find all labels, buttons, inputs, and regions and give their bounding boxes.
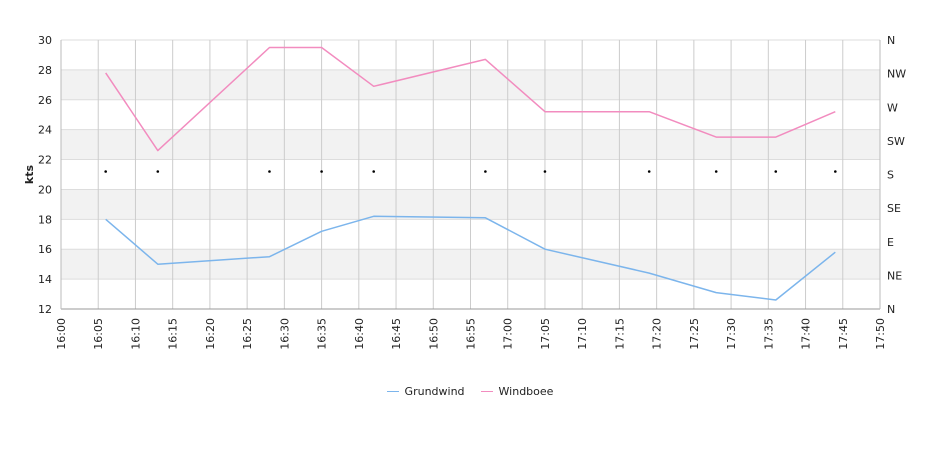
x-tick-label: 16:00 bbox=[55, 318, 68, 350]
x-tick-label: 16:50 bbox=[427, 318, 440, 350]
direction-tick-label: SW bbox=[887, 135, 905, 148]
x-tick-label: 17:15 bbox=[613, 318, 626, 350]
y-tick-label: 22 bbox=[38, 154, 52, 167]
direction-marker bbox=[104, 170, 107, 173]
x-tick-label: 16:45 bbox=[390, 318, 403, 350]
direction-marker bbox=[834, 170, 837, 173]
direction-marker bbox=[484, 170, 487, 173]
y-tick-label: 26 bbox=[38, 94, 52, 107]
x-tick-label: 17:20 bbox=[651, 318, 664, 350]
direction-marker bbox=[714, 170, 718, 173]
y-tick-label: 14 bbox=[38, 273, 52, 286]
legend-item-grundwind[interactable]: Grundwind bbox=[386, 385, 465, 398]
x-tick-label: 16:20 bbox=[204, 318, 217, 350]
y-tick-label: 30 bbox=[38, 34, 52, 47]
direction-tick-label: NE bbox=[887, 269, 902, 282]
direction-marker bbox=[647, 170, 651, 173]
x-tick-label: 17:30 bbox=[725, 318, 738, 350]
direction-tick-label: E bbox=[887, 236, 894, 249]
x-tick-label: 16:05 bbox=[92, 318, 105, 350]
legend-label-windboee: Windboee bbox=[498, 385, 554, 398]
y-tick-label: 28 bbox=[38, 64, 52, 77]
direction-marker bbox=[774, 170, 778, 173]
y-tick-label: 16 bbox=[38, 243, 52, 256]
y-tick-label: 20 bbox=[38, 183, 52, 196]
x-tick-label: 16:40 bbox=[353, 318, 366, 350]
x-tick-label: 16:25 bbox=[241, 318, 254, 350]
x-tick-label: 16:15 bbox=[167, 318, 180, 350]
x-tick-label: 17:10 bbox=[576, 318, 589, 350]
wind-chart-svg: 12 14 16 18 20 22 24 26 28 30 N NW W SW S SE E NE N 16:00 16… bbox=[23, 34, 906, 350]
direction-marker bbox=[372, 170, 376, 173]
y-axis-title: kts bbox=[23, 164, 36, 184]
y-tick-label: 12 bbox=[38, 303, 52, 316]
direction-tick-label: N bbox=[887, 303, 895, 316]
x-tick-label: 17:50 bbox=[874, 318, 887, 350]
direction-tick-label: NW bbox=[887, 68, 906, 81]
x-tick-label: 17:25 bbox=[688, 318, 701, 350]
y-tick-label: 18 bbox=[38, 213, 52, 226]
direction-marker bbox=[320, 170, 323, 173]
legend-swatch-windboee bbox=[480, 391, 493, 392]
x-tick-label: 16:35 bbox=[316, 318, 329, 350]
x-tick-label: 17:35 bbox=[762, 318, 775, 350]
x-tick-label: 17:40 bbox=[800, 318, 813, 350]
direction-tick-label: SE bbox=[887, 202, 901, 215]
y-tick-label: 24 bbox=[38, 124, 52, 137]
x-tick-label: 16:30 bbox=[278, 318, 291, 350]
series-line-windboee bbox=[105, 46, 836, 152]
direction-marker bbox=[543, 170, 547, 173]
x-tick-label: 16:10 bbox=[129, 318, 142, 350]
x-tick-label: 17:00 bbox=[502, 318, 515, 350]
legend-swatch-grundwind bbox=[386, 391, 399, 392]
direction-tick-label: W bbox=[887, 101, 898, 114]
x-tick-label: 16:55 bbox=[465, 318, 478, 350]
legend-label-grundwind: Grundwind bbox=[404, 385, 465, 398]
direction-tick-label: N bbox=[887, 34, 895, 47]
legend-item-windboee[interactable]: Windboee bbox=[480, 385, 554, 398]
x-tick-label: 17:05 bbox=[539, 318, 552, 350]
direction-tick-label: S bbox=[887, 169, 894, 182]
direction-marker bbox=[268, 170, 271, 173]
series-line-grundwind bbox=[105, 215, 836, 301]
x-tick-label: 17:45 bbox=[837, 318, 850, 350]
legend: Grundwind Windboee bbox=[0, 385, 940, 398]
direction-marker bbox=[156, 170, 160, 173]
